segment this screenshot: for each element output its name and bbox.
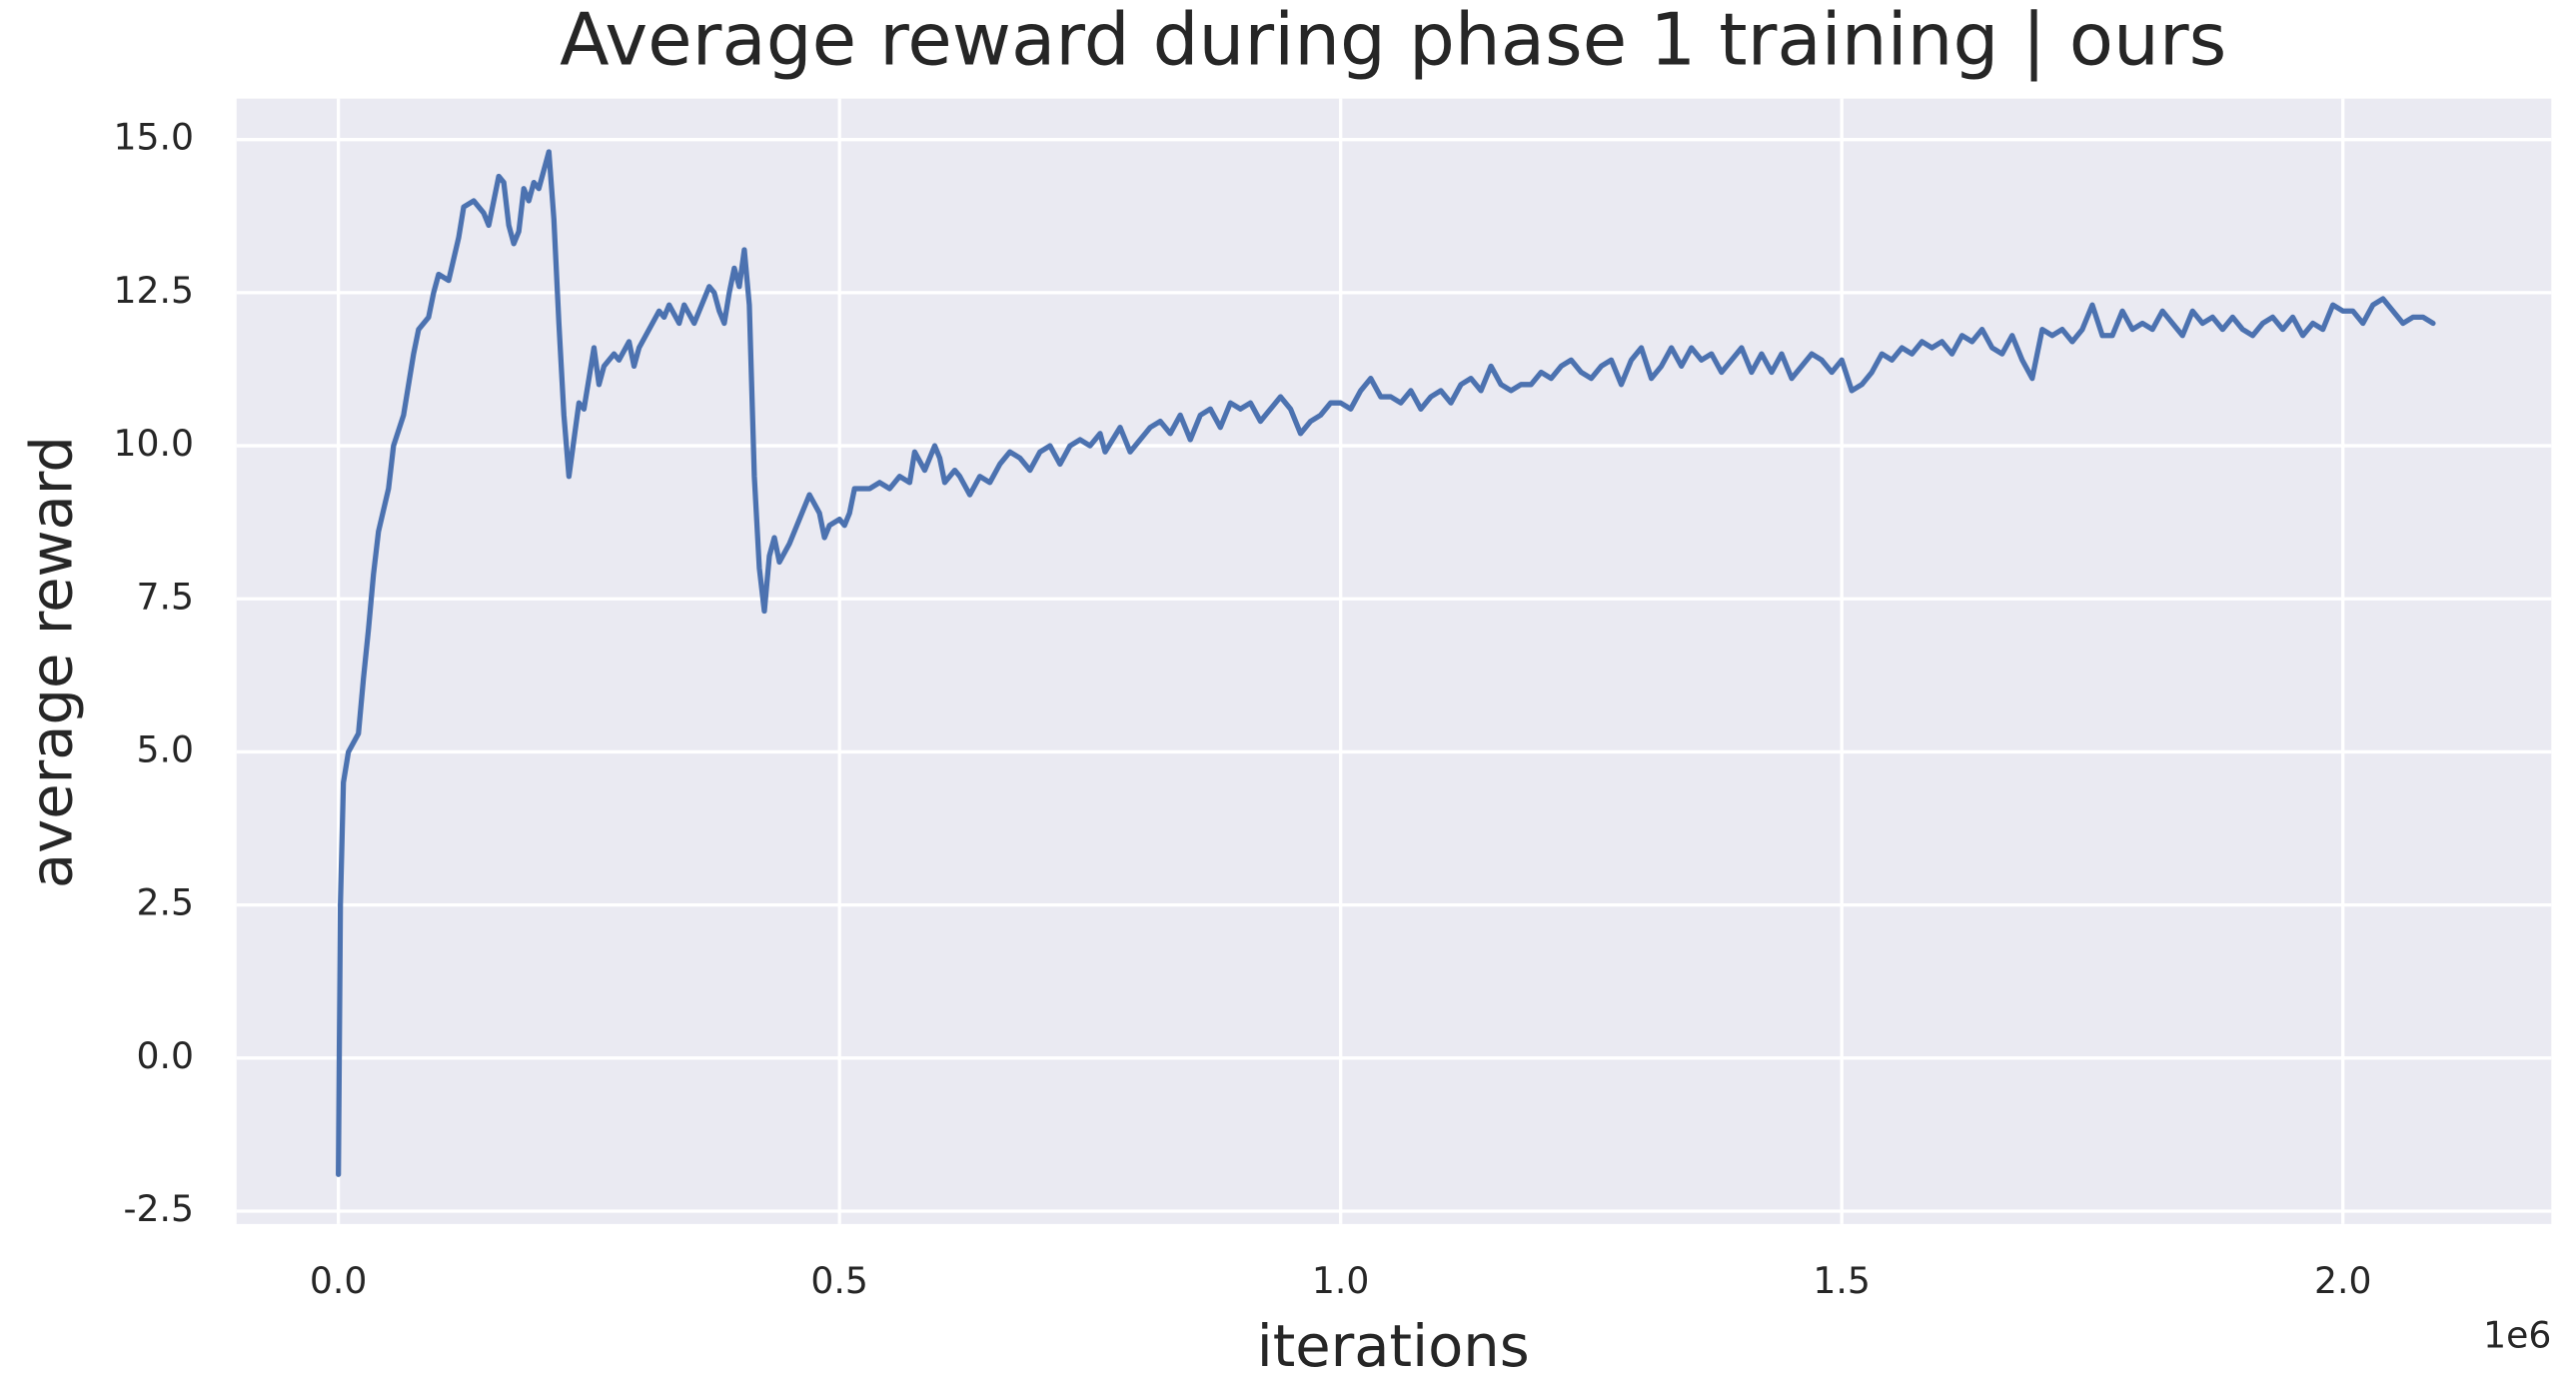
y-axis-label: average reward [19,436,86,888]
x-tick-label: 0.5 [810,1259,868,1302]
x-offset-label: 1e6 [2483,1313,2551,1356]
x-tick-label: 0.0 [310,1259,368,1302]
y-tick-label: 7.5 [136,575,194,618]
y-tick-label: 2.5 [136,881,194,924]
y-tick-label: 12.5 [113,269,194,312]
y-tick-label: 10.0 [113,422,194,465]
grid [236,98,2552,1224]
y-tick-label: 5.0 [136,727,194,770]
y-tick-label: -2.5 [123,1187,194,1230]
y-tick-label: 15.0 [113,116,194,159]
chart-title: Average reward during phase 1 training |… [560,0,2226,82]
x-tick-label: 2.0 [2314,1259,2372,1302]
plot-background [236,98,2552,1224]
x-tick-label: 1.5 [1813,1259,1871,1302]
x-tick-label: 1.0 [1312,1259,1370,1302]
ticks: -2.5 0.0 2.5 5.0 7.5 10.0 12.5 15.0 0.0 0.5 1.0 1.5… [113,116,2371,1302]
y-tick-label: 0.0 [136,1034,194,1077]
data-line [336,149,2436,1177]
marks [336,149,2436,1177]
x-axis-label: iterations [1257,1313,1530,1380]
